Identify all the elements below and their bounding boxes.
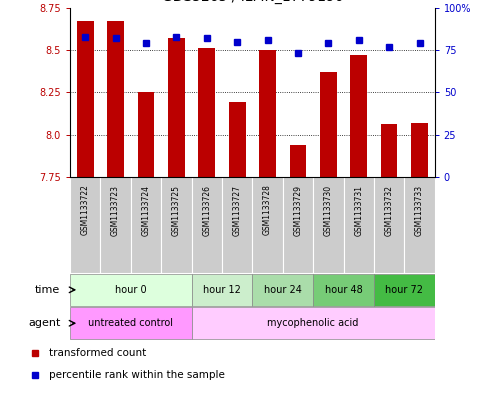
Text: mycophenolic acid: mycophenolic acid (268, 318, 359, 328)
Text: hour 0: hour 0 (115, 285, 147, 295)
Bar (350, 55, 367, 177)
Text: time: time (35, 285, 60, 295)
Text: GSM1133724: GSM1133724 (142, 185, 151, 235)
Text: hour 48: hour 48 (325, 285, 362, 295)
Text: GSM1133723: GSM1133723 (111, 185, 120, 235)
Bar (320, 72, 337, 177)
FancyBboxPatch shape (100, 177, 131, 273)
Text: hour 72: hour 72 (385, 285, 423, 295)
FancyBboxPatch shape (161, 177, 192, 273)
FancyBboxPatch shape (313, 177, 343, 273)
FancyBboxPatch shape (70, 274, 192, 306)
Text: hour 12: hour 12 (203, 285, 241, 295)
Text: percentile rank within the sample: percentile rank within the sample (49, 370, 225, 380)
Text: GSM1133729: GSM1133729 (294, 185, 302, 235)
Bar (381, 125, 398, 177)
Text: hour 24: hour 24 (264, 285, 302, 295)
FancyBboxPatch shape (283, 177, 313, 273)
FancyBboxPatch shape (192, 307, 435, 339)
Text: untreated control: untreated control (88, 318, 173, 328)
FancyBboxPatch shape (70, 307, 192, 339)
Text: GSM1133730: GSM1133730 (324, 185, 333, 236)
Text: agent: agent (28, 318, 60, 328)
Title: GDS5265 / ILMN_1779190: GDS5265 / ILMN_1779190 (161, 0, 343, 4)
Text: GSM1133726: GSM1133726 (202, 185, 211, 235)
Text: GSM1133725: GSM1133725 (172, 185, 181, 235)
Bar (107, 21, 124, 177)
Bar (229, 103, 245, 177)
FancyBboxPatch shape (131, 177, 161, 273)
FancyBboxPatch shape (374, 274, 435, 306)
FancyBboxPatch shape (404, 177, 435, 273)
Bar (199, 48, 215, 177)
FancyBboxPatch shape (192, 177, 222, 273)
FancyBboxPatch shape (252, 177, 283, 273)
FancyBboxPatch shape (313, 274, 374, 306)
Text: GSM1133722: GSM1133722 (81, 185, 90, 235)
Bar (168, 38, 185, 177)
FancyBboxPatch shape (192, 274, 252, 306)
Text: GSM1133727: GSM1133727 (233, 185, 242, 235)
FancyBboxPatch shape (343, 177, 374, 273)
FancyBboxPatch shape (222, 177, 252, 273)
FancyBboxPatch shape (252, 274, 313, 306)
Text: transformed count: transformed count (49, 347, 146, 358)
Bar (138, 92, 155, 177)
FancyBboxPatch shape (374, 177, 404, 273)
Bar (290, 145, 306, 177)
Text: GSM1133733: GSM1133733 (415, 185, 424, 236)
Text: GSM1133732: GSM1133732 (384, 185, 394, 235)
FancyBboxPatch shape (70, 177, 100, 273)
Text: GSM1133728: GSM1133728 (263, 185, 272, 235)
Text: GSM1133731: GSM1133731 (354, 185, 363, 235)
Bar (411, 123, 428, 177)
Bar (259, 50, 276, 177)
Bar (77, 21, 94, 177)
